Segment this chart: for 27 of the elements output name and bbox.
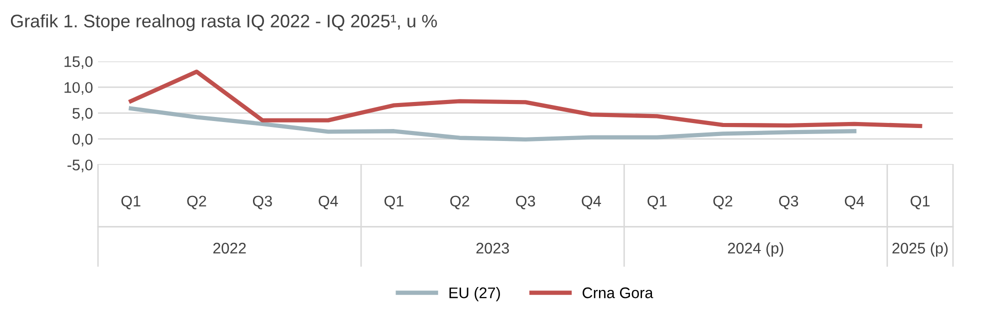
x-tick-label: Q2 [187, 196, 206, 210]
legend-label: EU (27) [450, 287, 500, 302]
text: 2025 (p) [892, 242, 948, 257]
chart-title: Grafik 1. Stope realnog rasta IQ 2022 - IQ 2025¹, u % [10, 14, 437, 32]
x-tick-label: Q1 [648, 196, 666, 210]
text: 2023 [476, 242, 509, 254]
x-tick-label: Q2 [450, 196, 470, 210]
y-tick-label: 0,0 [72, 134, 93, 146]
text: 2022 [213, 242, 246, 254]
y-tick-label: 15,0 [64, 56, 93, 69]
y-tick-label: 10,0 [64, 82, 93, 95]
x-tick-label: Q3 [779, 196, 798, 210]
x-tick-label: Q1 [384, 196, 404, 210]
x-tick-label: Q2 [713, 196, 732, 210]
x-tick-label: Q4 [582, 196, 602, 210]
legend-label: Crna Gora [582, 287, 654, 298]
x-tick-label: Q1 [121, 196, 140, 210]
y-tick-label: -5,0 [67, 160, 93, 172]
x-tick-label: Q1 [910, 196, 930, 210]
x-tick-label: Q4 [844, 196, 864, 210]
line-series [128, 70, 922, 128]
y-tick-label: 5,0 [72, 108, 93, 121]
text: 2024 (p) [728, 242, 784, 257]
line-series [128, 106, 856, 142]
x-tick-label: Q3 [516, 196, 536, 210]
x-tick-label: Q3 [252, 196, 272, 210]
x-tick-label: Q4 [318, 196, 338, 210]
